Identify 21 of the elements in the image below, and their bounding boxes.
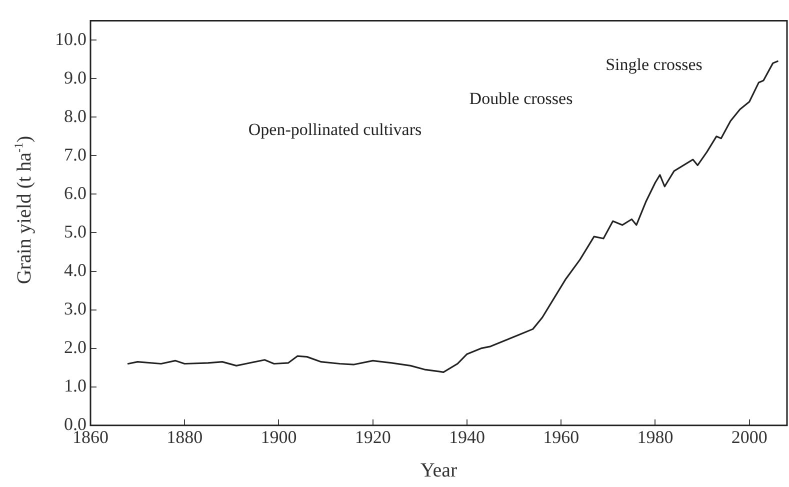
y-tick-label: 4.0 xyxy=(64,260,86,280)
y-tick-label: 2.0 xyxy=(64,337,86,358)
y-tick-label: 5.0 xyxy=(64,221,86,242)
x-tick-label: 2000 xyxy=(731,426,768,447)
y-tick-label: 6.0 xyxy=(64,182,86,203)
x-tick-label: 1960 xyxy=(543,426,580,447)
x-tick-label: 1900 xyxy=(260,426,297,447)
x-tick-label: 1940 xyxy=(448,426,485,447)
x-tick-label: 1980 xyxy=(637,426,674,447)
annotation: Single crosses xyxy=(606,55,702,75)
x-tick-label: 1920 xyxy=(354,426,391,447)
y-tick-label: 10.0 xyxy=(55,28,86,49)
y-tick-label: 3.0 xyxy=(64,298,86,319)
y-tick-label: 7.0 xyxy=(64,144,86,164)
y-tick-label: 8.0 xyxy=(64,106,86,126)
y-tick-label: 9.0 xyxy=(64,67,86,88)
x-axis-title: Year xyxy=(420,459,458,482)
annotation: Open-pollinated cultivars xyxy=(248,120,422,140)
annotation: Double crosses xyxy=(469,89,573,109)
y-tick-label: 1.0 xyxy=(64,376,86,396)
x-tick-label: 1880 xyxy=(166,426,203,447)
